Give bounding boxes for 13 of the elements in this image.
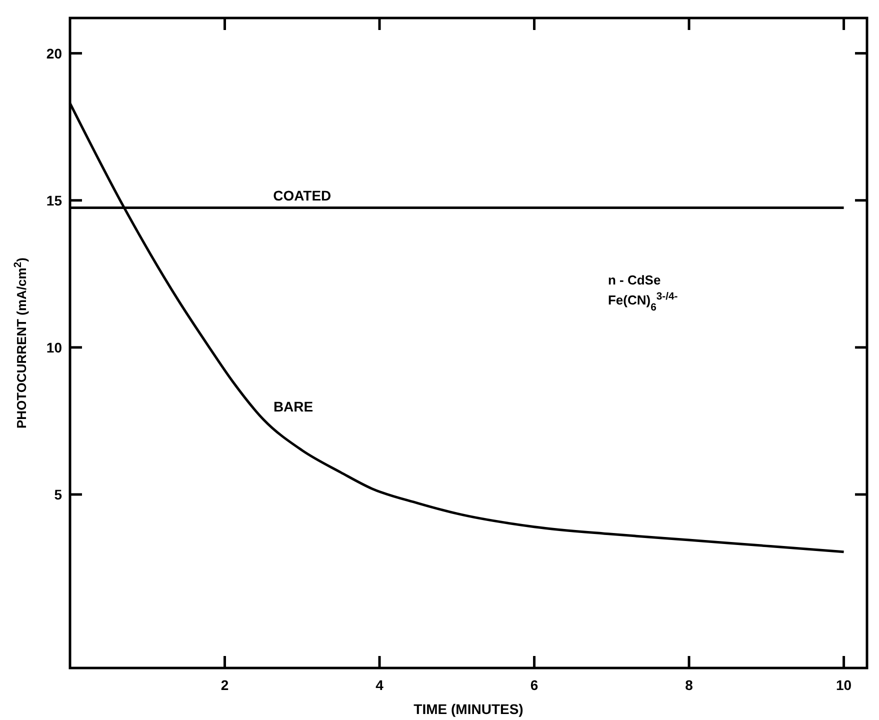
x-tick-label: 8: [685, 677, 694, 693]
y-tick-label: 15: [46, 192, 62, 208]
annotation: n - CdSe: [608, 272, 661, 288]
x-tick-label: 6: [530, 677, 538, 693]
y-tick-label: 10: [46, 339, 62, 356]
x-tick-label: 2: [220, 677, 229, 693]
y-tick-label: 20: [46, 45, 62, 62]
x-axis-title: TIME (MINUTES): [414, 701, 524, 717]
series-label: BARE: [273, 398, 314, 414]
series-label: COATED: [273, 188, 332, 204]
x-tick-label: 4: [376, 677, 384, 693]
x-tick-label: 10: [836, 677, 852, 693]
y-tick-label: 5: [54, 486, 62, 502]
